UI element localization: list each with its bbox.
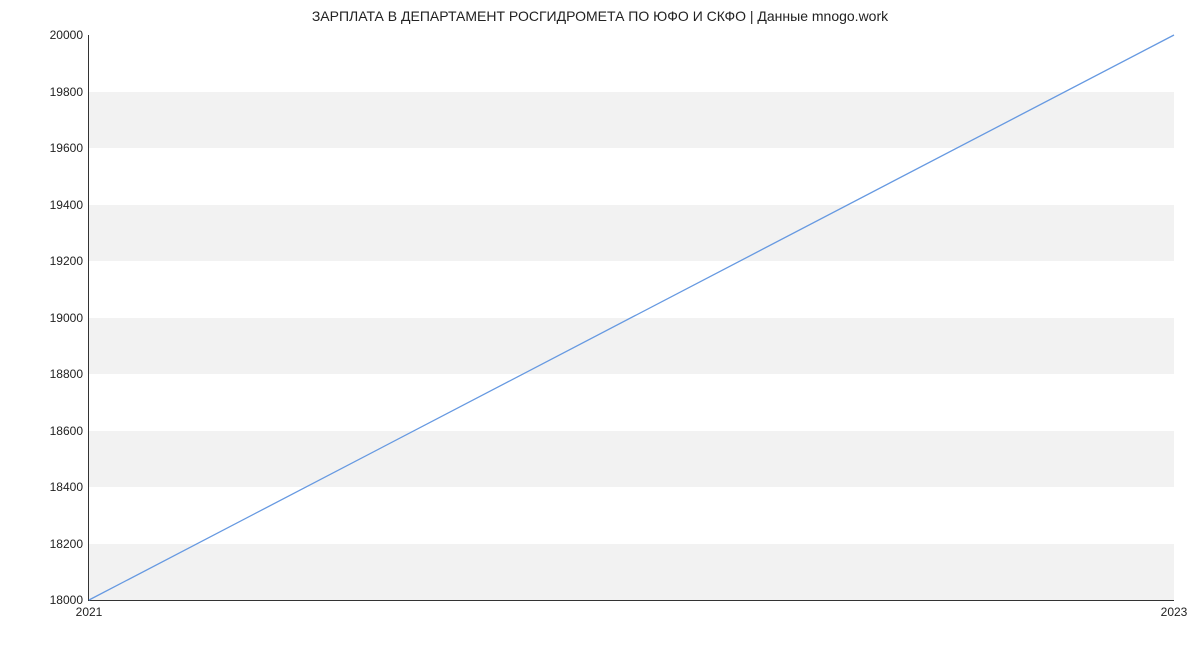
y-tick-label: 18200 [50, 537, 89, 551]
series-line-salary [89, 35, 1174, 600]
y-tick-label: 18400 [50, 480, 89, 494]
y-tick-label: 19000 [50, 311, 89, 325]
x-tick-label: 2023 [1161, 600, 1188, 619]
plot-area: 1800018200184001860018800190001920019400… [88, 35, 1174, 601]
line-layer [89, 35, 1174, 600]
y-tick-label: 18800 [50, 367, 89, 381]
y-tick-label: 20000 [50, 28, 89, 42]
y-tick-label: 18600 [50, 424, 89, 438]
y-tick-label: 19400 [50, 198, 89, 212]
x-tick-label: 2021 [76, 600, 103, 619]
chart-title: ЗАРПЛАТА В ДЕПАРТАМЕНТ РОСГИДРОМЕТА ПО Ю… [0, 8, 1200, 24]
y-tick-label: 19600 [50, 141, 89, 155]
y-tick-label: 19800 [50, 85, 89, 99]
y-tick-label: 19200 [50, 254, 89, 268]
